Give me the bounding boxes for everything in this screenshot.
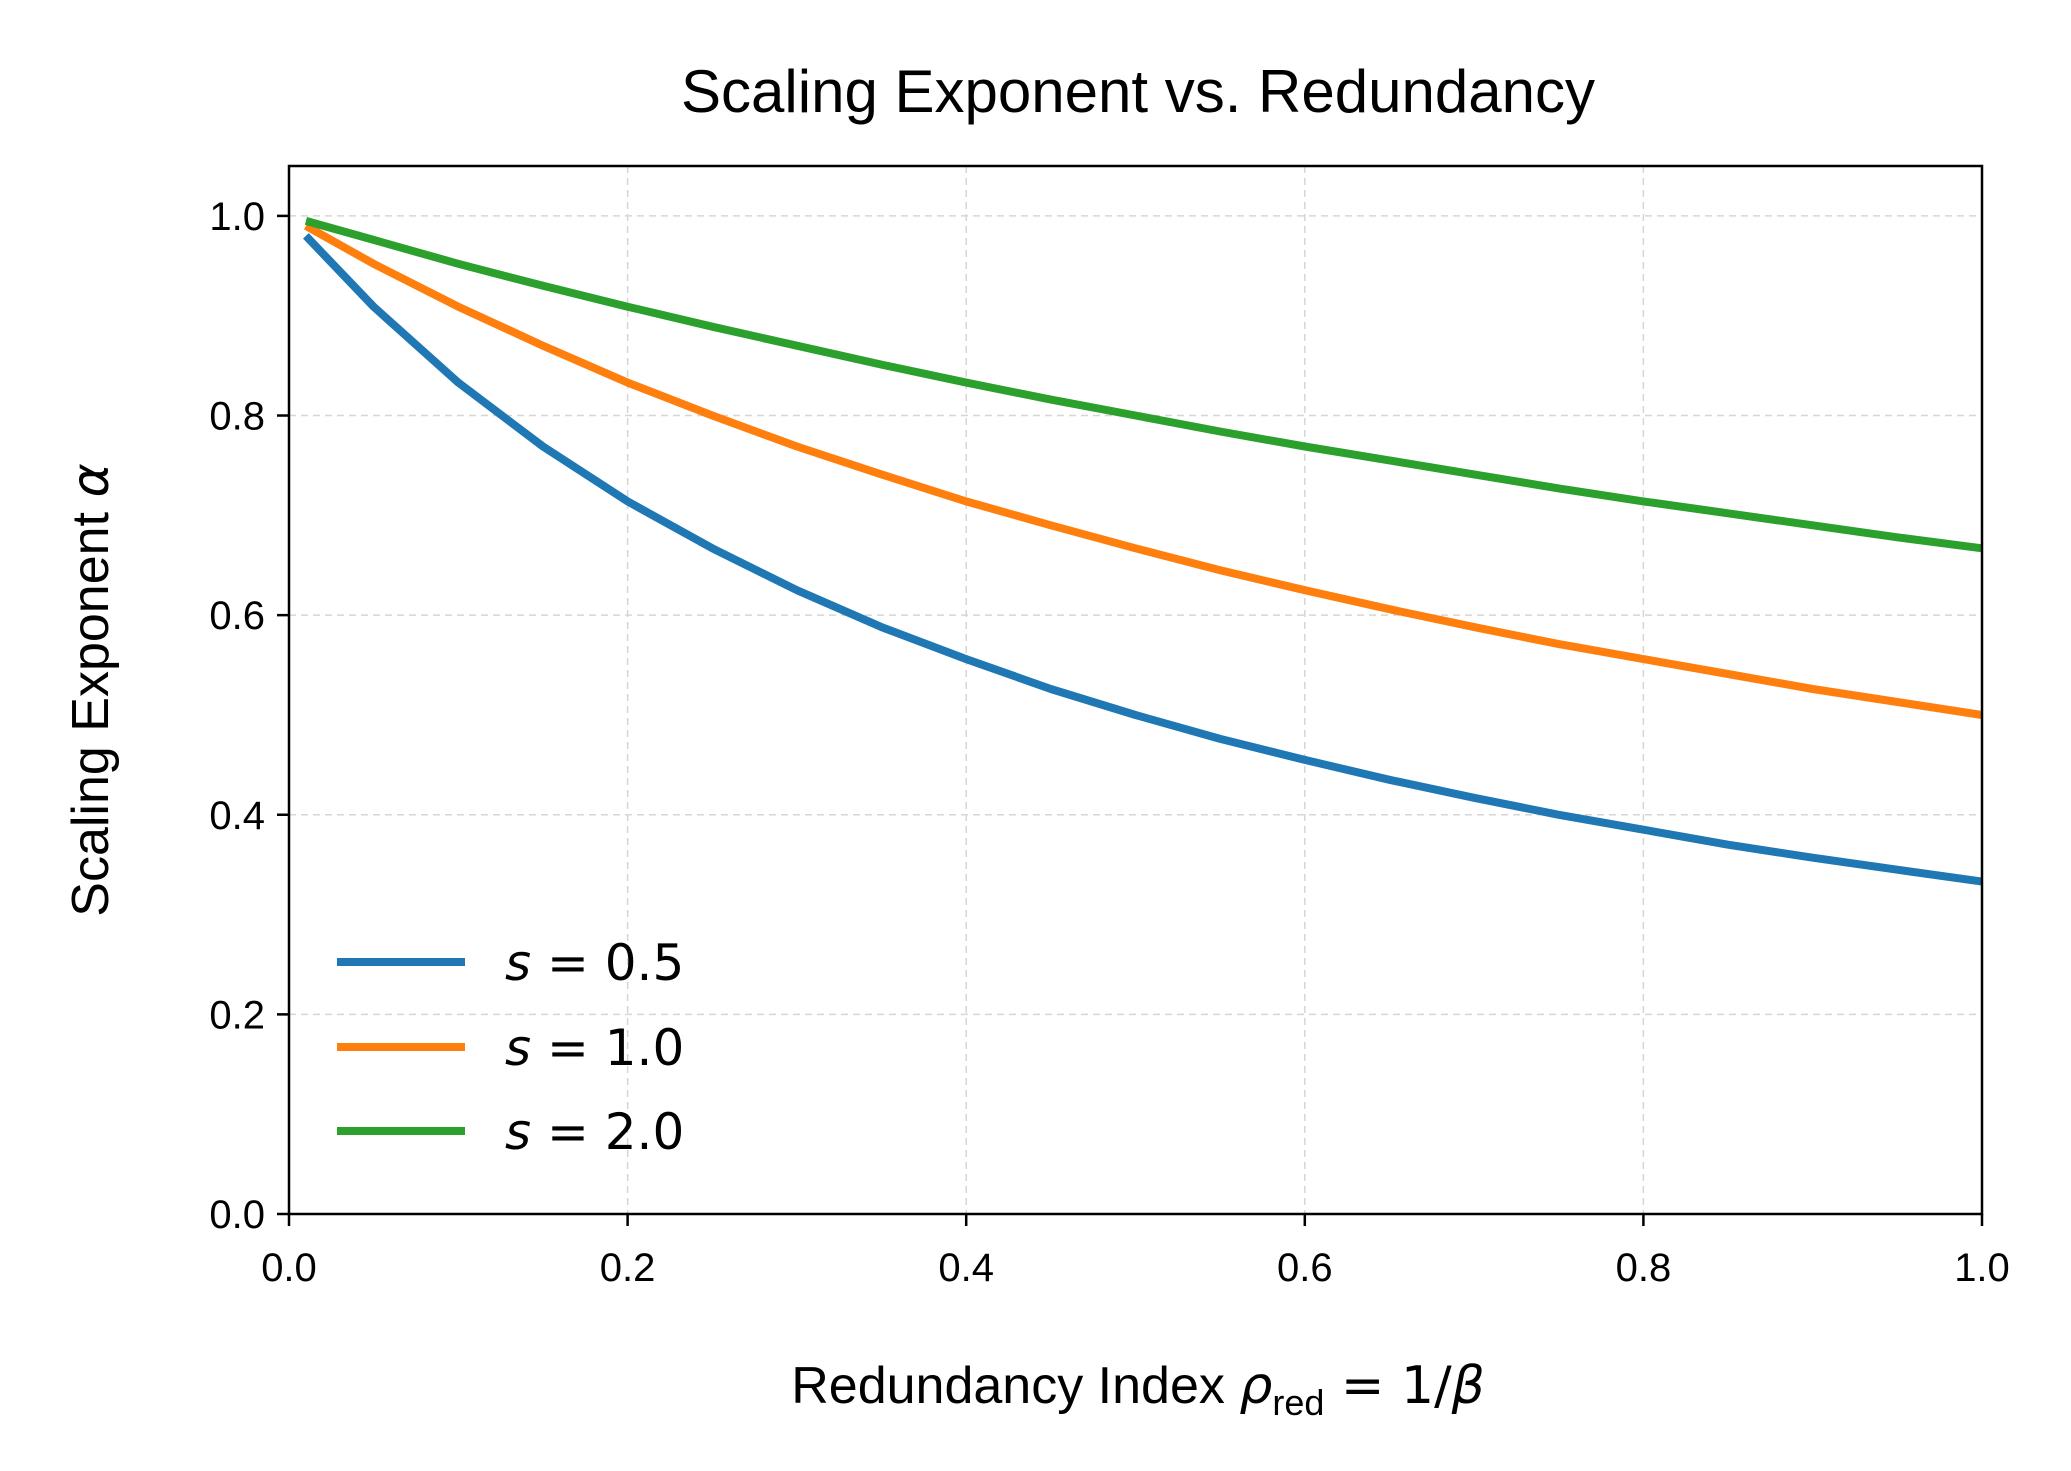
x-axis-label: Redundancy Index ρred = 1/β bbox=[791, 1356, 1485, 1423]
y-tick-label: 0.4 bbox=[209, 794, 265, 838]
x-axis-ticks: 0.0 0.2 0.4 0.6 0.8 1.0 bbox=[261, 1214, 2010, 1290]
x-tick-label: 0.2 bbox=[600, 1246, 656, 1290]
legend-label-s-1-0-value: = 1.0 bbox=[531, 1019, 684, 1077]
y-axis-ticks: 0.0 0.2 0.4 0.6 0.8 1.0 bbox=[209, 195, 289, 1237]
x-tick-label: 0.6 bbox=[1277, 1246, 1333, 1290]
chart-title: Scaling Exponent vs. Redundancy bbox=[681, 58, 1595, 125]
legend-label-s-0-5: s = 0.5 bbox=[505, 934, 684, 992]
grid-layer bbox=[289, 166, 1982, 1214]
legend-label-s-2-0: s = 2.0 bbox=[505, 1103, 684, 1161]
x-axis-label-suffix: = 1/ bbox=[1324, 1356, 1452, 1416]
y-tick-label: 0.6 bbox=[209, 594, 265, 638]
x-tick-label: 1.0 bbox=[1954, 1246, 2010, 1290]
legend-label-s-0-5-value: = 0.5 bbox=[531, 934, 684, 992]
y-axis-label-alpha: α bbox=[61, 463, 121, 497]
series-line-s-0-5 bbox=[303, 233, 1983, 886]
x-axis-label-rho: ρ bbox=[1239, 1356, 1272, 1416]
series-line-s-1-0 bbox=[303, 222, 1983, 719]
legend-label-s-2-0-symbol: s bbox=[505, 1103, 531, 1161]
x-axis-label-prefix: Redundancy Index bbox=[791, 1357, 1239, 1415]
y-tick-label: 0.2 bbox=[209, 993, 265, 1037]
x-tick-label: 0.4 bbox=[938, 1246, 994, 1290]
legend: s = 0.5 s = 1.0 s = 2.0 bbox=[337, 934, 684, 1161]
legend-label-s-1-0-symbol: s bbox=[505, 1019, 531, 1077]
series-layer bbox=[303, 217, 1983, 886]
y-axis-label-prefix: Scaling Exponent bbox=[62, 498, 120, 917]
x-axis-label-subscript: red bbox=[1272, 1382, 1324, 1423]
y-tick-label: 0.8 bbox=[209, 395, 265, 439]
series-line-s-2-0 bbox=[304, 217, 1983, 553]
x-axis-label-beta: β bbox=[1451, 1356, 1485, 1416]
x-tick-label: 0.8 bbox=[1616, 1246, 1672, 1290]
y-tick-label: 0.0 bbox=[209, 1193, 265, 1237]
x-tick-label: 0.0 bbox=[261, 1246, 317, 1290]
legend-label-s-0-5-symbol: s bbox=[505, 934, 531, 992]
legend-label-s-1-0: s = 1.0 bbox=[505, 1019, 684, 1077]
legend-label-s-2-0-value: = 2.0 bbox=[531, 1103, 684, 1161]
y-axis-label: Scaling Exponent α bbox=[61, 463, 121, 916]
y-tick-label: 1.0 bbox=[209, 195, 265, 239]
plot-frame bbox=[287, 164, 1984, 1216]
